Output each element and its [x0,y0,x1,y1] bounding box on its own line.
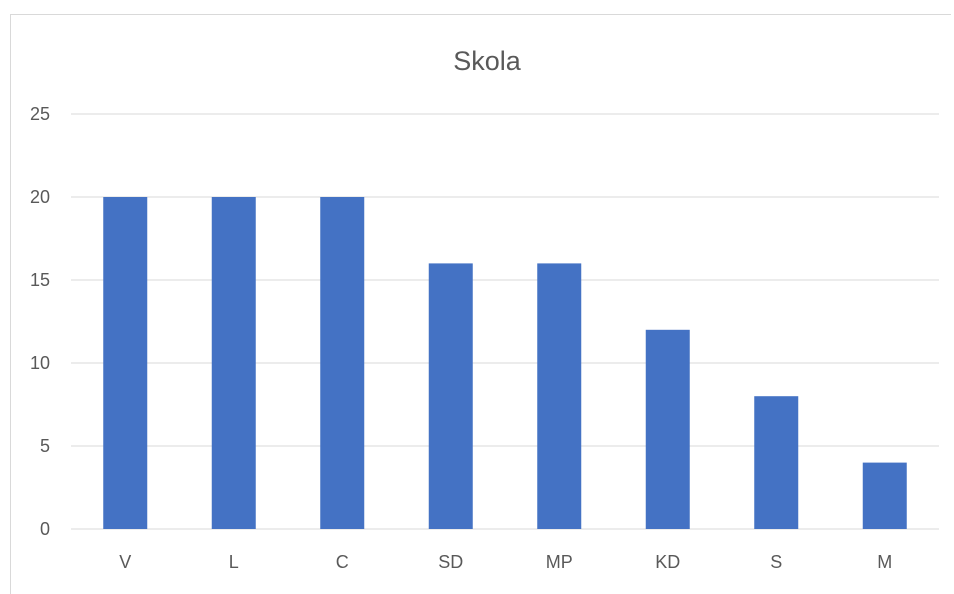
bar-c [320,197,365,529]
x-tick-label: KD [655,552,680,572]
y-tick-label: 20 [30,187,50,207]
y-tick-label: 10 [30,353,50,373]
x-tick-label: MP [546,552,573,572]
y-axis-ticks: 0 5 10 15 20 25 [30,104,50,539]
x-tick-label: L [229,552,239,572]
gridlines [71,113,939,530]
bar-l [211,197,256,529]
x-axis-ticks: V L C SD MP KD S M [119,552,892,572]
bar-kd [645,329,690,529]
x-tick-label: V [119,552,131,572]
x-tick-label: M [877,552,892,572]
y-tick-label: 25 [30,104,50,124]
chart-title: Skola [453,46,522,76]
x-tick-label: C [336,552,349,572]
bar-sd [428,263,473,529]
bar-s [754,396,799,529]
bar-mp [537,263,582,529]
bar-v [103,197,148,529]
y-tick-label: 15 [30,270,50,290]
y-tick-label: 5 [40,436,50,456]
x-tick-label: S [770,552,782,572]
bar-m [862,462,907,529]
x-tick-label: SD [438,552,463,572]
y-tick-label: 0 [40,519,50,539]
bars [103,197,907,529]
